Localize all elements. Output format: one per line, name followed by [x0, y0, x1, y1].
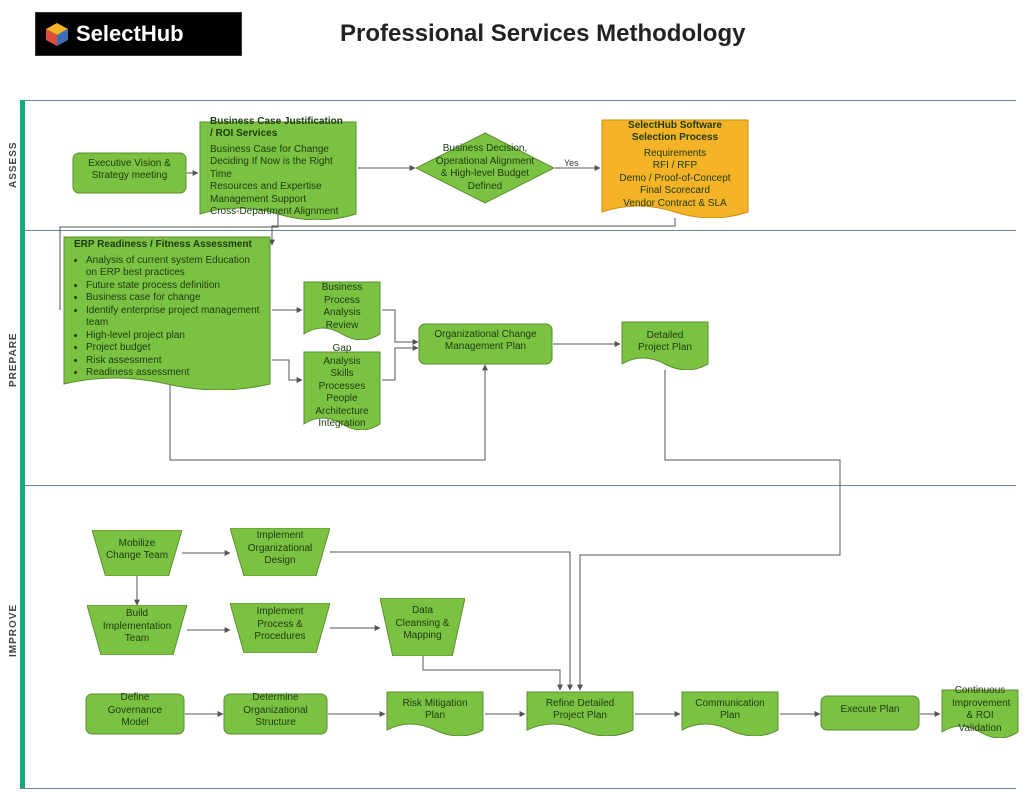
node-body-line: Resources and Expertise — [210, 181, 346, 194]
edge-label-yes: Yes — [564, 158, 579, 168]
node-exec: Executive Vision & Strategy meeting — [72, 152, 187, 194]
node-text: Build Implementation Team — [99, 608, 175, 646]
node-text: Business Process Analysis Review — [314, 282, 370, 332]
node-ipp: Implement Process & Procedures — [230, 603, 330, 653]
node-text: Implement Organizational Design — [242, 530, 318, 568]
node-body-line: Requirements — [612, 148, 738, 161]
node-title: Business Case Justification / ROI Servic… — [210, 116, 346, 141]
node-risk: Risk Mitigation Plan — [385, 690, 485, 736]
flow-edge — [423, 656, 560, 690]
swimlane-divider — [20, 485, 1016, 486]
node-bullet: Identify enterprise project management t… — [86, 305, 260, 330]
node-bcase: Business Case Justification / ROI Servic… — [198, 120, 358, 220]
node-execp: Execute Plan — [820, 695, 920, 731]
node-bullet: Business case for change — [86, 292, 260, 305]
node-dos: Determine Organizational Structure — [223, 693, 328, 735]
node-body-line: Management Support — [210, 194, 346, 207]
node-bullet: High-level project plan — [86, 330, 260, 343]
node-body-line: Business Case for Change — [210, 144, 346, 157]
node-bteam: Build Implementation Team — [87, 605, 187, 655]
node-text: Risk Mitigation Plan — [397, 698, 473, 723]
node-text: Determine Organizational Structure — [235, 692, 316, 730]
node-text: Gap Analysis Skills Processes People Arc… — [314, 343, 370, 431]
node-title: SelectHub Software Selection Process — [612, 120, 738, 145]
node-dec: Business Decision, Operational Alignment… — [415, 132, 555, 204]
node-body-line: RFI / RFP — [612, 160, 738, 173]
node-iod: Implement Organizational Design — [230, 528, 330, 576]
node-text: Define Governance Model — [97, 692, 173, 730]
selecthub-logo: SelectHub — [35, 12, 242, 56]
node-body-line: Deciding If Now is the Right Time — [210, 156, 346, 181]
node-bullets: Analysis of current system Education on … — [86, 255, 260, 380]
node-bpar: Business Process Analysis Review — [302, 280, 382, 340]
node-body-line: Vendor Contract & SLA — [612, 198, 738, 211]
swimlane-divider — [20, 100, 1016, 101]
node-gov: Define Governance Model — [85, 693, 185, 735]
logo-brand-b: Hub — [141, 21, 184, 46]
node-shub: SelectHub Software Selection Process Requ… — [600, 118, 750, 218]
node-text: Refine Detailed Project Plan — [537, 698, 623, 723]
phase-label-assess: ASSESS — [8, 140, 26, 190]
node-text: Execute Plan — [832, 704, 908, 717]
flow-edge — [382, 348, 418, 380]
node-bullet: Project budget — [86, 342, 260, 355]
node-bullet: Readiness assessment — [86, 367, 260, 380]
node-text: Communication Plan — [692, 698, 768, 723]
node-mob: Mobilize Change Team — [92, 530, 182, 576]
node-text: Continuous Improvement & ROI Validation — [952, 685, 1008, 735]
node-text: Business Decision, Operational Alignment… — [435, 143, 535, 193]
diagram-canvas: SelectHub Professional Services Methodol… — [0, 0, 1024, 793]
node-bullet: Risk assessment — [86, 355, 260, 368]
node-text: Data Cleansing & Mapping — [392, 605, 453, 643]
node-bullet: Future state process definition — [86, 280, 260, 293]
swimlane-divider — [20, 230, 1016, 231]
logo-text: SelectHub — [76, 21, 184, 47]
flow-edge — [580, 370, 840, 690]
node-title: ERP Readiness / Fitness Assessment — [74, 239, 260, 252]
node-ocm: Organizational Change Management Plan — [418, 323, 553, 365]
node-body-line: Final Scorecard — [612, 185, 738, 198]
node-text: Implement Process & Procedures — [242, 606, 318, 644]
node-body-line: Cross-Department Alignment — [210, 206, 346, 219]
node-dcm: Data Cleansing & Mapping — [380, 598, 465, 656]
logo-brand-a: Select — [76, 21, 141, 46]
node-erp: ERP Readiness / Fitness Assessment Analys… — [62, 235, 272, 390]
flow-edge — [272, 360, 302, 380]
phase-label-prepare: PREPARE — [8, 330, 26, 390]
node-comm: Communication Plan — [680, 690, 780, 736]
swimlane-divider — [20, 788, 1016, 789]
node-bullet: Analysis of current system Education on … — [86, 255, 260, 280]
node-gap: Gap Analysis Skills Processes People Arc… — [302, 350, 382, 430]
node-text: Organizational Change Management Plan — [430, 329, 541, 354]
edge-layer — [0, 0, 1024, 793]
node-text: Executive Vision & Strategy meeting — [84, 158, 175, 183]
node-dplan: Detailed Project Plan — [620, 320, 710, 370]
node-refine: Refine Detailed Project Plan — [525, 690, 635, 736]
page-title: Professional Services Methodology — [340, 20, 745, 48]
flow-edge — [382, 310, 418, 342]
node-body-line: Demo / Proof-of-Concept — [612, 173, 738, 186]
logo-cube-icon — [44, 21, 70, 47]
node-ci: Continuous Improvement & ROI Validation — [940, 688, 1020, 738]
node-text: Detailed Project Plan — [632, 330, 698, 355]
node-text: Mobilize Change Team — [104, 538, 170, 563]
phase-label-improve: IMPROVE — [8, 600, 26, 660]
